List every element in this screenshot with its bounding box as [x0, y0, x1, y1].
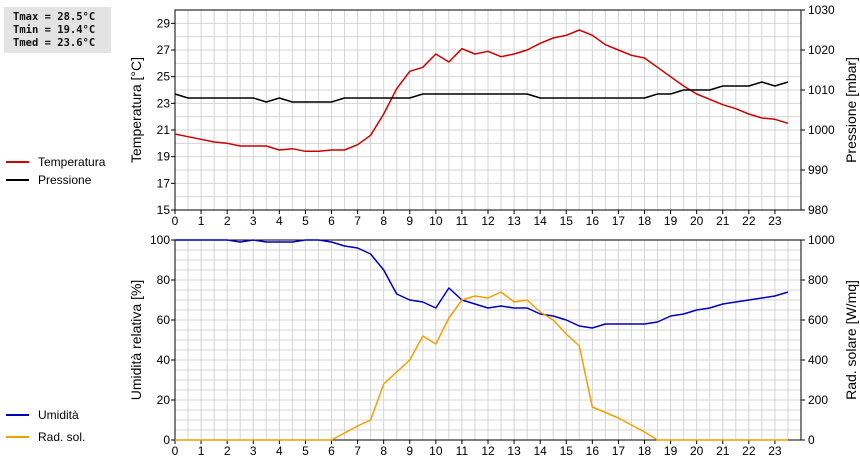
upper-x-tick-label: 9	[406, 214, 413, 228]
lower-x-tick-label: 23	[768, 444, 782, 458]
tmed-text: Tmed = 23.6°C	[13, 37, 96, 49]
upper-x-tick-label: 1	[198, 214, 205, 228]
lower-x-tick-label: 13	[507, 444, 521, 458]
lower-y-tick-label: 20	[157, 393, 171, 407]
upper-x-tick-label: 15	[560, 214, 574, 228]
upper-x-tick-label: 8	[380, 214, 387, 228]
lower-x-tick-label: 14	[533, 444, 547, 458]
lower-y-tick-label: 40	[157, 353, 171, 367]
upper-x-tick-label: 14	[533, 214, 547, 228]
upper-x-tick-label: 11	[456, 214, 469, 228]
legend-label-temperatura: Temperatura	[38, 155, 106, 169]
upper-x-tick-label: 5	[302, 214, 309, 228]
upper-x-tick-label: 16	[586, 214, 600, 228]
upper-x-tick-label: 4	[276, 214, 283, 228]
lower-y-tick-label: 0	[163, 433, 170, 447]
upper-x-tick-label: 6	[328, 214, 335, 228]
legend-label-pressione: Pressione	[38, 173, 92, 187]
tmin-text: Tmin = 19.4°C	[13, 24, 96, 36]
lower-y2-tick-label: 400	[808, 353, 828, 367]
upper-y-tick-label: 15	[157, 203, 171, 217]
lower-x-tick-label: 20	[690, 444, 704, 458]
lower-x-tick-label: 22	[742, 444, 756, 458]
upper-y-tick-label: 25	[157, 70, 171, 84]
series-line-rad-sol	[175, 291, 788, 441]
upper-y2-tick-label: 980	[808, 203, 828, 217]
lower-x-tick-label: 19	[664, 444, 678, 458]
upper-y2-axis-title: Pressione [mbar]	[843, 57, 859, 163]
upper-y2-tick-label: 990	[808, 163, 828, 177]
upper-x-tick-label: 2	[224, 214, 231, 228]
tmax-text: Tmax = 28.5°C	[13, 11, 96, 23]
upper-y-axis-title: Temperatura [°C]	[128, 57, 144, 163]
lower-y-axis-title: Umidità relativa [%]	[128, 280, 144, 401]
upper-x-tick-label: 21	[716, 214, 730, 228]
upper-x-tick-label: 13	[507, 214, 521, 228]
upper-x-tick-label: 7	[354, 214, 361, 228]
lower-y2-tick-label: 800	[808, 273, 828, 287]
lower-y2-tick-label: 200	[808, 393, 828, 407]
upper-y-tick-label: 21	[157, 123, 171, 137]
lower-x-tick-label: 3	[250, 444, 257, 458]
upper-x-tick-label: 3	[250, 214, 257, 228]
lower-y-tick-label: 100	[150, 233, 170, 247]
lower-x-tick-label: 10	[429, 444, 443, 458]
lower-x-tick-label: 11	[456, 444, 469, 458]
upper-y-tick-label: 27	[157, 43, 171, 57]
legend-label-rad-sol: Rad. sol.	[38, 430, 85, 444]
upper-x-tick-label: 19	[664, 214, 678, 228]
lower-y-tick-label: 60	[157, 313, 171, 327]
series-line-pressione	[174, 81, 789, 103]
upper-y2-tick-label: 1010	[808, 83, 835, 97]
lower-y2-tick-label: 1000	[808, 233, 835, 247]
upper-y2-tick-label: 1030	[808, 3, 835, 17]
lower-x-tick-label: 2	[224, 444, 231, 458]
lower-x-tick-label: 4	[276, 444, 283, 458]
lower-x-tick-label: 8	[380, 444, 387, 458]
lower-x-tick-label: 5	[302, 444, 309, 458]
lower-x-tick-label: 9	[406, 444, 413, 458]
upper-x-tick-label: 18	[638, 214, 652, 228]
lower-x-tick-label: 0	[172, 444, 179, 458]
upper-x-tick-label: 23	[768, 214, 782, 228]
lower-x-tick-label: 17	[612, 444, 626, 458]
upper-y-tick-label: 19	[157, 150, 171, 164]
lower-x-tick-label: 16	[586, 444, 600, 458]
legend-label-umidit: Umidità	[38, 408, 79, 422]
upper-x-tick-label: 22	[742, 214, 756, 228]
series-line-temperatura	[174, 29, 789, 153]
upper-y-tick-label: 29	[157, 16, 171, 30]
upper-y-tick-label: 23	[157, 96, 171, 110]
upper-x-tick-label: 10	[429, 214, 443, 228]
lower-y2-axis-title: Rad. solare [W/mq]	[843, 280, 859, 400]
lower-y2-tick-label: 600	[808, 313, 828, 327]
lower-x-tick-label: 18	[638, 444, 652, 458]
series-line-umidit	[175, 239, 789, 329]
lower-y-tick-label: 80	[157, 273, 171, 287]
upper-y-tick-label: 17	[157, 176, 171, 190]
lower-x-tick-label: 21	[716, 444, 730, 458]
upper-x-tick-label: 17	[612, 214, 626, 228]
lower-x-tick-label: 7	[354, 444, 361, 458]
lower-x-tick-label: 15	[560, 444, 574, 458]
lower-x-tick-label: 1	[198, 444, 205, 458]
upper-y2-tick-label: 1000	[808, 123, 835, 137]
upper-x-tick-label: 12	[481, 214, 495, 228]
lower-x-tick-label: 6	[328, 444, 335, 458]
lower-y2-tick-label: 0	[808, 433, 815, 447]
upper-x-tick-label: 20	[690, 214, 704, 228]
lower-x-tick-label: 12	[481, 444, 495, 458]
statistics-box: Tmax = 28.5°C Tmin = 19.4°C Tmed = 23.6°…	[4, 7, 111, 53]
upper-y2-tick-label: 1020	[808, 43, 835, 57]
upper-x-tick-label: 0	[172, 214, 179, 228]
